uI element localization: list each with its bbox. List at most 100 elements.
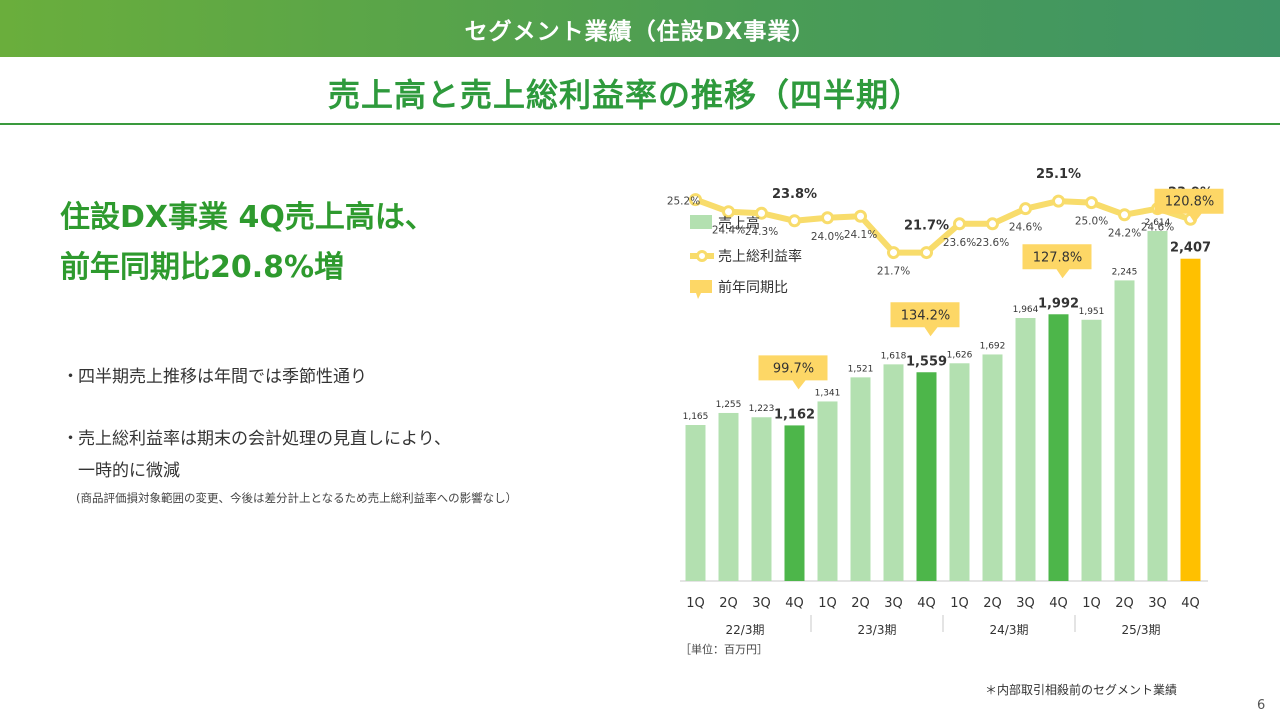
margin-value-label: 24.6% <box>1009 222 1042 234</box>
sales-bar <box>883 364 904 581</box>
sales-bar <box>982 354 1003 581</box>
bullet-text-line-2: 一時的に微減 <box>78 461 180 481</box>
title-divider <box>0 123 1280 125</box>
sales-value-label: 1,521 <box>848 364 874 374</box>
bullet-text-line-1: 売上総利益率は期末の会計処理の見直しにより、 <box>78 429 451 449</box>
sales-bar <box>850 377 871 581</box>
margin-point <box>821 211 834 225</box>
x-tick-label: 1Q <box>686 596 705 611</box>
yoy-callout-box <box>1154 188 1224 223</box>
margin-point <box>689 193 702 207</box>
x-tick-label: 1Q <box>1082 596 1101 611</box>
margin-point <box>887 246 900 260</box>
sales-bar <box>1147 231 1168 581</box>
margin-value-label: 25.2% <box>667 196 700 208</box>
sales-bar <box>1180 258 1201 581</box>
sales-value-label: 1,692 <box>980 341 1006 351</box>
sales-value-label: 1,165 <box>683 412 709 422</box>
margin-point <box>1118 208 1131 222</box>
x-tick-label: 4Q <box>785 596 804 611</box>
yoy-callout-box <box>890 302 960 337</box>
sales-value-label: 1,964 <box>1013 305 1039 315</box>
margin-value-label: 21.7% <box>877 266 910 278</box>
bullet-text: 四半期売上推移は年間では季節性通り <box>78 367 367 387</box>
sales-bar <box>916 372 937 581</box>
legend-yoy-swatch <box>690 280 712 299</box>
margin-value-label: 24.2% <box>1108 228 1141 240</box>
sales-value-label: 1,992 <box>1038 296 1079 311</box>
footnote: ＊内部取引相殺前のセグメント業績 <box>985 683 1178 697</box>
margin-value-label: 24.4% <box>712 225 745 237</box>
sales-bar <box>718 412 739 581</box>
margin-value-label: 23.6% <box>976 237 1009 249</box>
x-tick-label: 2Q <box>719 596 738 611</box>
sales-value-label: 1,255 <box>716 400 742 410</box>
sales-bar <box>1114 280 1135 581</box>
yoy-callout-label: 120.8% <box>1165 195 1215 210</box>
yoy-callout-box <box>1022 244 1092 279</box>
x-tick-label: 1Q <box>950 596 969 611</box>
x-group-label: 25/3期 <box>1122 623 1161 637</box>
x-tick-label: 4Q <box>1049 596 1068 611</box>
margin-point <box>1052 194 1065 208</box>
yoy-callout-label: 127.8% <box>1033 250 1083 265</box>
legend-sales-label: 売上高 <box>718 215 760 232</box>
sales-value-label: 1,341 <box>815 388 841 398</box>
margin-point <box>953 217 966 231</box>
headline: 住設DX事業 4Q売上高は、 前年同期比20.8%増 <box>60 193 620 293</box>
sales-bar <box>784 425 805 581</box>
headline-line-1: 住設DX事業 4Q売上高は、 <box>60 200 435 235</box>
x-group-label: 22/3期 <box>726 623 765 637</box>
margin-point <box>920 246 933 260</box>
margin-value-label: 21.7% <box>904 219 949 234</box>
sales-bar <box>817 401 838 581</box>
bullet-seasonality: ・四半期売上推移は年間では季節性通り <box>62 361 367 393</box>
x-tick-label: 4Q <box>1181 596 1200 611</box>
x-tick-label: 3Q <box>1148 596 1167 611</box>
x-group-label: 24/3期 <box>990 623 1029 637</box>
margin-line <box>694 196 1192 256</box>
x-tick-label: 2Q <box>1115 596 1134 611</box>
sales-value-label: 1,162 <box>774 407 815 422</box>
margin-point <box>788 214 801 228</box>
sales-bar <box>1015 318 1036 581</box>
sales-value-label: 1,223 <box>749 404 775 414</box>
x-tick-label: 2Q <box>983 596 1002 611</box>
x-tick-label: 1Q <box>818 596 837 611</box>
segment-title: セグメント業績（住設DX事業） <box>464 18 816 45</box>
sales-value-label: 1,618 <box>881 351 907 361</box>
margin-value-label: 24.0% <box>811 231 844 243</box>
x-tick-label: 3Q <box>884 596 903 611</box>
x-tick-label: 2Q <box>851 596 870 611</box>
margin-value-label: 23.8% <box>772 187 817 202</box>
margin-point <box>1085 196 1098 210</box>
sales-bar <box>1081 319 1102 581</box>
sales-value-label: 1,951 <box>1079 307 1105 317</box>
yoy-callout-label: 99.7% <box>773 361 814 376</box>
unit-note: ［単位：百万円］ <box>680 643 768 656</box>
margin-point <box>986 217 999 231</box>
sales-value-label: 1,626 <box>947 350 973 360</box>
sales-bar <box>1048 314 1069 581</box>
page-number: 6 <box>1257 698 1266 713</box>
sales-bar <box>685 425 706 581</box>
margin-value-label: 23.6% <box>943 237 976 249</box>
margin-value-label: 24.6% <box>1141 222 1174 234</box>
margin-value-label: 25.1% <box>1036 167 1081 182</box>
bullet-marker: ・ <box>62 367 79 387</box>
bullet-margin: ・売上総利益率は期末の会計処理の見直しにより、 一時的に微減 <box>62 423 451 487</box>
legend-yoy-label: 前年同期比 <box>718 279 788 296</box>
x-tick-label: 3Q <box>752 596 771 611</box>
margin-point <box>722 205 735 219</box>
page-title: 売上高と売上総利益率の推移（四半期） <box>327 76 922 114</box>
headline-line-2: 前年同期比20.8%増 <box>60 250 345 285</box>
yoy-callout-box <box>758 355 828 390</box>
header-bar: セグメント業績（住設DX事業） <box>0 0 1280 57</box>
sales-value-label: 2,407 <box>1170 241 1211 256</box>
legend-sales-swatch <box>690 215 712 229</box>
sales-value-label: 2,614 <box>1145 218 1171 228</box>
margin-value-label: 24.1% <box>844 229 877 241</box>
margin-point <box>854 209 867 223</box>
margin-point <box>1019 202 1032 216</box>
